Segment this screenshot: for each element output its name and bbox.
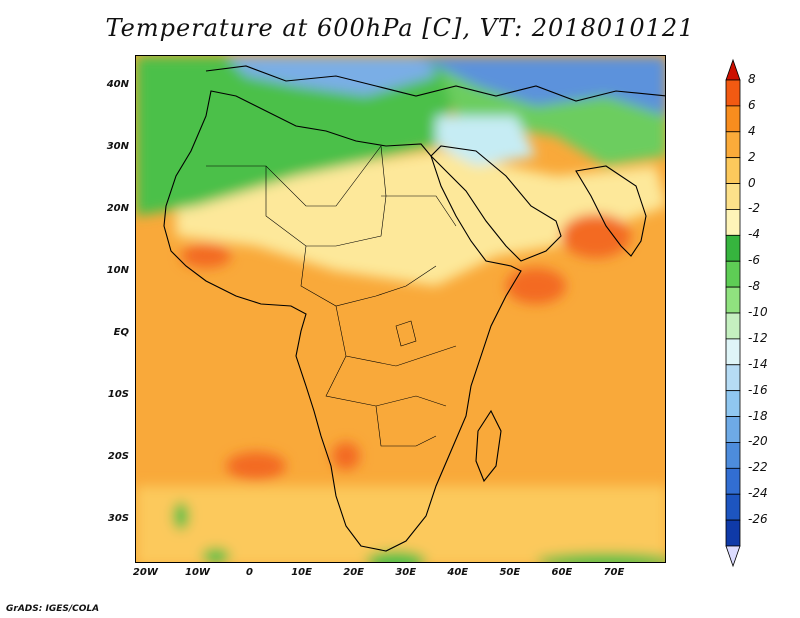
lon-tick-label: 10E — [291, 567, 312, 578]
lon-tick-label: 30E — [395, 567, 417, 578]
colorbar-swatch — [725, 209, 741, 236]
colorbar-label: -2 — [748, 201, 760, 216]
colorbar-swatch — [725, 312, 741, 340]
lon-tick-label: 20W — [132, 567, 158, 578]
lon-tick-label: 0 — [246, 567, 253, 578]
colorbar-swatch — [725, 338, 741, 366]
border-5 — [335, 305, 457, 367]
colorbar-swatch — [725, 260, 741, 288]
arabia-coastline — [430, 145, 562, 262]
field-sahara-green — [136, 56, 456, 216]
lat-tick-label: 30N — [106, 140, 129, 152]
colorbar-swatch — [725, 131, 741, 159]
border-7 — [375, 405, 437, 447]
lat-tick-label: 10S — [107, 388, 129, 400]
lat-tick-label: 20N — [106, 202, 129, 214]
colorbar-swatch — [725, 183, 741, 210]
mediterranean-coastline — [205, 65, 665, 102]
field-warm-spot-somalia — [506, 268, 566, 304]
lon-tick-label: 10W — [184, 567, 210, 578]
india-coastline — [575, 165, 647, 257]
field-warm-spot-kalahari — [332, 442, 360, 470]
colorbar-swatch — [725, 493, 741, 521]
colorbar-label: -20 — [748, 434, 768, 449]
field-green-patch-4 — [536, 553, 665, 562]
field-warm-spot-atlantic — [226, 452, 286, 480]
country-borders — [206, 145, 457, 447]
colorbar-label: -16 — [748, 382, 768, 397]
colorbar-label: 0 — [748, 175, 756, 190]
colorbar-label: -12 — [748, 330, 768, 345]
madagascar-coastline — [475, 409, 502, 483]
field-warm-spot-westafrica — [181, 244, 231, 268]
lon-tick-label: 70E — [603, 567, 625, 578]
chart-title: Temperature at 600hPa [C], VT: 201801012… — [105, 14, 695, 42]
field-asia-cold — [416, 56, 665, 116]
colorbar-swatch — [725, 234, 741, 262]
colorbar-label: -4 — [748, 227, 760, 242]
field-green-patch-3 — [366, 551, 426, 562]
lake-victoria — [395, 320, 417, 347]
field-sahel-yellow — [176, 151, 665, 286]
lon-tick-label: 40E — [447, 567, 469, 578]
lat-tick-label: 30S — [107, 512, 129, 524]
colorbar-label: 8 — [748, 72, 756, 86]
colorbar-swatch — [725, 467, 741, 495]
colorbar-label: 2 — [748, 149, 756, 164]
coastlines — [163, 65, 665, 552]
map-plot-area — [135, 55, 666, 563]
colorbar-label: -22 — [748, 460, 768, 475]
colorbar-swatch — [725, 519, 741, 547]
colorbar-label: -14 — [748, 356, 768, 371]
colorbar-swatch — [725, 286, 741, 314]
colorbar-swatch — [725, 442, 741, 469]
colorbar-label: -8 — [748, 279, 760, 294]
border-3 — [381, 195, 457, 227]
colorbar-label: 6 — [748, 97, 756, 112]
lon-tick-label: 50E — [499, 567, 521, 578]
lon-tick-label: 60E — [551, 567, 573, 578]
map-field-svg — [136, 56, 665, 562]
colorbar-label: -18 — [748, 408, 768, 423]
colorbar-top-arrow — [725, 58, 741, 81]
africa-coastline — [163, 90, 522, 552]
border-4 — [300, 245, 437, 307]
grads-credit: GrADS: IGES/COLA — [6, 604, 100, 614]
colorbar-swatch — [725, 416, 741, 443]
colorbar-bottom-arrow — [725, 545, 741, 568]
colorbar-swatch — [725, 390, 741, 417]
colorbar-label: -6 — [748, 253, 760, 268]
colorbar-swatch — [725, 79, 741, 107]
colorbar-label: -24 — [748, 486, 768, 501]
colorbar — [725, 58, 741, 568]
field-south-light — [136, 486, 665, 562]
colorbar-label: -10 — [748, 305, 768, 319]
field-arabia-cold — [436, 116, 536, 166]
colorbar-swatch — [725, 157, 741, 184]
lat-tick-label: 40N — [106, 78, 129, 90]
field-green-patch-1 — [173, 502, 189, 530]
border-1 — [206, 145, 382, 207]
lat-tick-label: 20S — [107, 450, 129, 462]
field-green-patch-2 — [202, 548, 230, 562]
lat-tick-label: EQ — [113, 326, 129, 338]
field-warm-spot-india — [561, 214, 631, 258]
lat-tick-label: 10N — [106, 264, 129, 276]
colorbar-label: 4 — [748, 123, 756, 138]
colorbar-swatch — [725, 364, 741, 392]
lon-tick-label: 20E — [343, 567, 365, 578]
colorbar-label: -26 — [748, 512, 768, 527]
colorbar-swatch — [725, 105, 741, 133]
